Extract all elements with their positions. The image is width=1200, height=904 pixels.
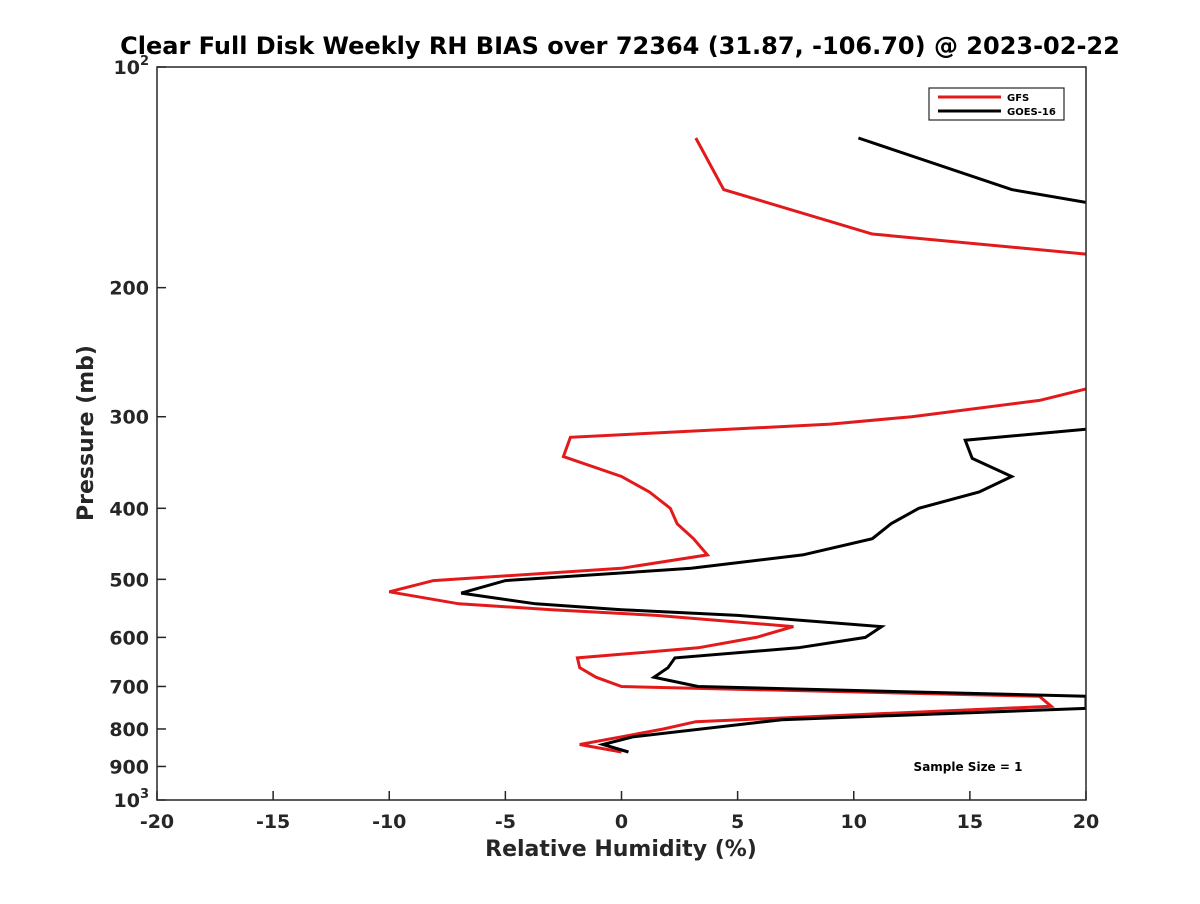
y-tick-label: 700 bbox=[109, 676, 149, 698]
gfs-series-line-2 bbox=[388, 387, 1086, 754]
legend-label-gfs: GFS bbox=[1007, 93, 1029, 104]
y-tick-label: 300 bbox=[109, 407, 149, 429]
legend: GFS GOES-16 bbox=[928, 87, 1065, 121]
x-tick-label: 0 bbox=[615, 811, 628, 833]
x-tick-label: 15 bbox=[957, 811, 983, 833]
y-tick-label: 500 bbox=[109, 569, 149, 591]
goes-16-series-line-2 bbox=[460, 427, 1086, 754]
y-axis-label: Pressure (mb) bbox=[74, 345, 99, 521]
y-tick-label: 600 bbox=[109, 627, 149, 649]
x-tick-label: 5 bbox=[731, 811, 744, 833]
x-axis-label: Relative Humidity (%) bbox=[485, 837, 757, 862]
data-layer bbox=[388, 136, 1086, 754]
legend-box bbox=[928, 87, 1065, 121]
y-axis: 102 200 300 400 500 600 700 800 900 103 bbox=[109, 54, 166, 812]
y-tick-label: 400 bbox=[109, 498, 149, 520]
x-axis: -20 -15 -10 -5 0 5 10 15 20 bbox=[140, 791, 1099, 833]
x-tick-label: 10 bbox=[841, 811, 867, 833]
goes-16-series-line-1 bbox=[857, 136, 1086, 204]
sample-size-annotation: Sample Size = 1 bbox=[914, 760, 1023, 774]
chart-title: Clear Full Disk Weekly RH BIAS over 7236… bbox=[120, 32, 1120, 60]
legend-label-goes-16: GOES-16 bbox=[1007, 107, 1056, 118]
x-tick-label: 20 bbox=[1073, 811, 1099, 833]
y-tick-label: 900 bbox=[109, 756, 149, 778]
x-tick-label: -20 bbox=[140, 811, 174, 833]
y-tick-label: 200 bbox=[109, 278, 149, 300]
y-tick-label: 103 bbox=[114, 787, 150, 812]
x-tick-label: -15 bbox=[256, 811, 290, 833]
gfs-series-line-1 bbox=[694, 137, 1086, 256]
x-tick-label: -5 bbox=[495, 811, 516, 833]
x-tick-label: -10 bbox=[372, 811, 406, 833]
y-tick-label: 102 bbox=[114, 54, 150, 79]
y-tick-label: 800 bbox=[109, 719, 149, 741]
